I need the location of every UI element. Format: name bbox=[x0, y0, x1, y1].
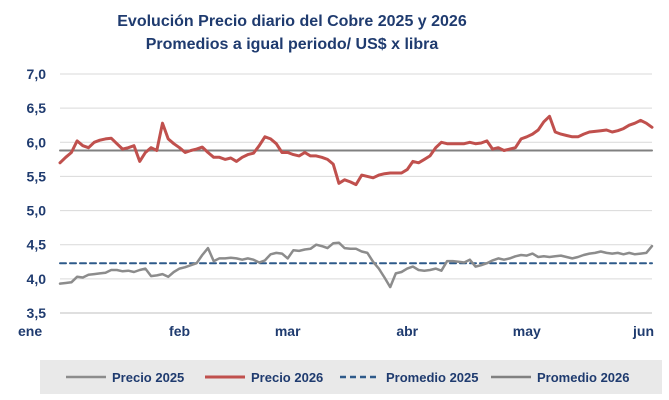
legend-label: Promedio 2026 bbox=[537, 370, 630, 385]
x-tick-label: mar bbox=[275, 323, 301, 339]
series-lines bbox=[58, 114, 654, 289]
legend-label: Precio 2026 bbox=[251, 370, 323, 385]
legend-label: Promedio 2025 bbox=[386, 370, 479, 385]
x-tick-label: may bbox=[513, 323, 541, 339]
x-tick-label: jun bbox=[632, 323, 654, 339]
y-tick-label: 4,5 bbox=[27, 237, 47, 253]
legend-label: Precio 2025 bbox=[112, 370, 184, 385]
y-tick-label: 4,0 bbox=[27, 271, 47, 287]
y-tick-label: 7,0 bbox=[27, 66, 47, 82]
series-line-precio-2026 bbox=[58, 114, 654, 187]
y-tick-label: 6,0 bbox=[27, 134, 47, 150]
y-tick-label: 6,5 bbox=[27, 100, 47, 116]
x-tick-label: feb bbox=[169, 323, 190, 339]
y-axis-ticks: 7,0 6,5 6,0 5,5 5,0 4,5 4,0 3,5 bbox=[27, 66, 47, 321]
y-tick-label: 5,0 bbox=[27, 203, 47, 219]
series-line-precio-2025 bbox=[58, 241, 654, 289]
x-tick-label: abr bbox=[396, 323, 418, 339]
grid-layer bbox=[60, 73, 652, 314]
x-axis-ticks: ene feb mar abr may jun bbox=[18, 323, 654, 339]
average-lines bbox=[59, 149, 653, 265]
legend: Precio 2025 Precio 2026 Promedio 2025 Prome… bbox=[66, 370, 630, 385]
chart-subtitle: Promedios a igual periodo/ US$ x libra bbox=[146, 36, 439, 53]
y-tick-label: 5,5 bbox=[27, 168, 47, 184]
y-tick-label: 3,5 bbox=[27, 305, 47, 321]
x-tick-label: ene bbox=[18, 323, 42, 339]
chart-title: Evolución Precio diario del Cobre 2025 y… bbox=[117, 13, 467, 30]
